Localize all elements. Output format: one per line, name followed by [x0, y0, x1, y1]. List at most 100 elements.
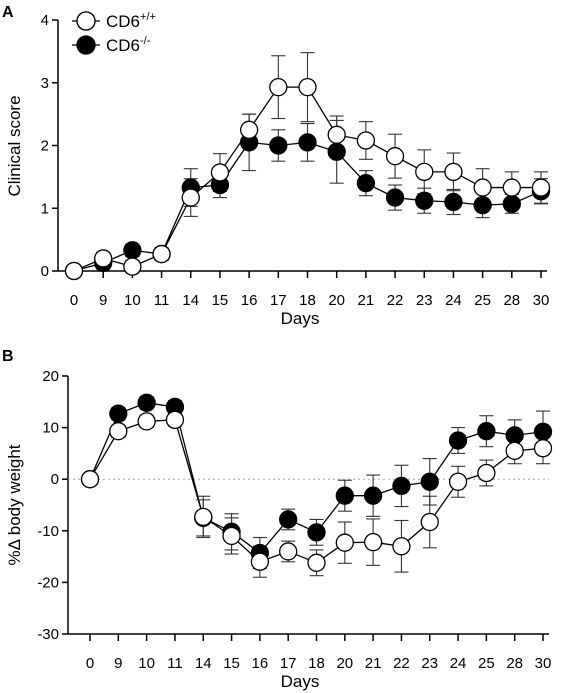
- panel-b-y-axis-title: %Δ body weight: [5, 444, 24, 565]
- data-point-wildtype: [269, 77, 288, 97]
- data-point-wildtype: [327, 125, 346, 144]
- x-tick-label: 21: [365, 655, 382, 672]
- y-tick-label: 0: [51, 471, 59, 488]
- panel-a-x-axis-title: Days: [281, 309, 320, 328]
- y-tick-label: -30: [37, 626, 59, 643]
- legend-name-knockout: CD6: [106, 36, 140, 55]
- panel-b-label: B: [2, 348, 14, 365]
- data-point-knockout: [444, 192, 463, 212]
- data-point-wildtype: [473, 178, 492, 197]
- data-point-wildtype: [137, 412, 156, 431]
- x-tick-label: 20: [336, 655, 353, 672]
- legend-marker-knockout: [76, 35, 96, 55]
- y-tick-label: 4: [41, 12, 49, 29]
- data-point-wildtype: [335, 533, 354, 552]
- legend-superscript-knockout: -/-: [140, 35, 151, 47]
- legend-superscript-wildtype: +/+: [140, 11, 156, 23]
- x-tick-label: 0: [70, 292, 78, 309]
- panel-b-plot-area: [80, 393, 553, 578]
- x-tick-label: 14: [195, 655, 212, 672]
- panel-a-plot-area: [64, 52, 551, 281]
- panel-b-body-weight-chart: B %Δ body weight Days -30 -20 -10 0 10 20 0 9 10…: [2, 348, 553, 691]
- x-tick-label: 9: [99, 292, 107, 309]
- x-tick-label: 28: [503, 292, 520, 309]
- data-point-wildtype: [194, 507, 213, 527]
- data-point-wildtype: [152, 244, 171, 264]
- x-tick-label: 25: [474, 292, 491, 309]
- x-tick-label: 17: [270, 292, 287, 309]
- data-point-knockout: [335, 486, 354, 505]
- x-tick-label: 0: [86, 655, 94, 672]
- legend-marker-wildtype-overlay: [76, 11, 96, 31]
- data-point-wildtype: [477, 463, 496, 483]
- data-point-wildtype: [531, 178, 551, 197]
- data-point-wildtype: [64, 261, 84, 281]
- panel-a-label: A: [2, 4, 14, 21]
- data-point-knockout: [473, 195, 492, 215]
- x-tick-label: 18: [299, 292, 316, 309]
- data-point-wildtype: [392, 537, 411, 556]
- x-tick-label: 23: [416, 292, 433, 309]
- x-tick-label: 10: [124, 292, 141, 309]
- data-point-wildtype: [502, 178, 521, 197]
- legend-label-wildtype: CD6+/+: [106, 11, 156, 31]
- y-tick-label: -20: [37, 574, 59, 591]
- x-tick-label: 20: [328, 292, 345, 309]
- x-tick-label: 10: [138, 655, 155, 672]
- x-tick-label: 22: [387, 292, 404, 309]
- data-point-wildtype: [444, 162, 463, 182]
- x-tick-label: 9: [114, 655, 122, 672]
- data-point-knockout: [356, 173, 376, 193]
- x-tick-label: 17: [280, 655, 297, 672]
- data-point-wildtype: [279, 542, 298, 561]
- data-point-wildtype: [505, 441, 524, 460]
- data-point-wildtype: [222, 526, 241, 546]
- data-point-wildtype: [210, 163, 230, 182]
- data-point-wildtype: [307, 553, 326, 572]
- data-point-wildtype: [239, 120, 259, 139]
- y-tick-label: 10: [42, 420, 59, 437]
- data-point-knockout: [137, 393, 156, 412]
- data-point-knockout: [298, 133, 317, 152]
- data-point-knockout: [123, 241, 142, 260]
- data-point-knockout: [109, 404, 128, 423]
- data-point-wildtype: [94, 249, 113, 268]
- x-tick-label: 15: [223, 655, 240, 672]
- data-point-knockout: [448, 431, 468, 450]
- data-point-wildtype: [181, 188, 200, 207]
- x-tick-label: 21: [358, 292, 375, 309]
- x-tick-label: 22: [393, 655, 410, 672]
- data-point-wildtype: [363, 533, 383, 552]
- x-tick-label: 25: [478, 655, 495, 672]
- data-point-knockout: [505, 426, 524, 445]
- data-point-wildtype: [420, 512, 439, 532]
- x-tick-label: 11: [154, 292, 170, 309]
- data-point-knockout: [327, 142, 346, 161]
- data-point-knockout: [415, 191, 434, 210]
- data-point-knockout: [385, 188, 405, 207]
- x-tick-label: 24: [450, 655, 467, 672]
- x-tick-label: 15: [212, 292, 229, 309]
- legend-label-knockout: CD6-/-: [106, 35, 151, 55]
- data-point-wildtype: [165, 410, 185, 430]
- x-tick-label: 24: [445, 292, 462, 309]
- panel-b-axes: -30 -20 -10 0 10 20 0 9 10 11 14 15 16 17 18 20 21 22 23 24…: [37, 368, 551, 672]
- data-point-knockout: [363, 486, 383, 505]
- y-tick-label: 20: [42, 368, 59, 385]
- x-tick-label: 16: [241, 292, 258, 309]
- x-tick-label: 14: [182, 292, 199, 309]
- data-point-knockout: [269, 136, 288, 155]
- y-tick-label: 2: [41, 138, 49, 155]
- data-point-knockout: [279, 510, 298, 529]
- data-point-knockout: [307, 523, 326, 542]
- x-tick-label: 16: [252, 655, 269, 672]
- x-tick-label: 30: [533, 292, 550, 309]
- data-point-knockout: [420, 472, 439, 491]
- x-tick-label: 11: [167, 655, 183, 672]
- panel-b-x-axis-title: Days: [281, 672, 320, 691]
- legend-name-wildtype: CD6: [106, 12, 140, 31]
- data-point-knockout: [533, 422, 553, 441]
